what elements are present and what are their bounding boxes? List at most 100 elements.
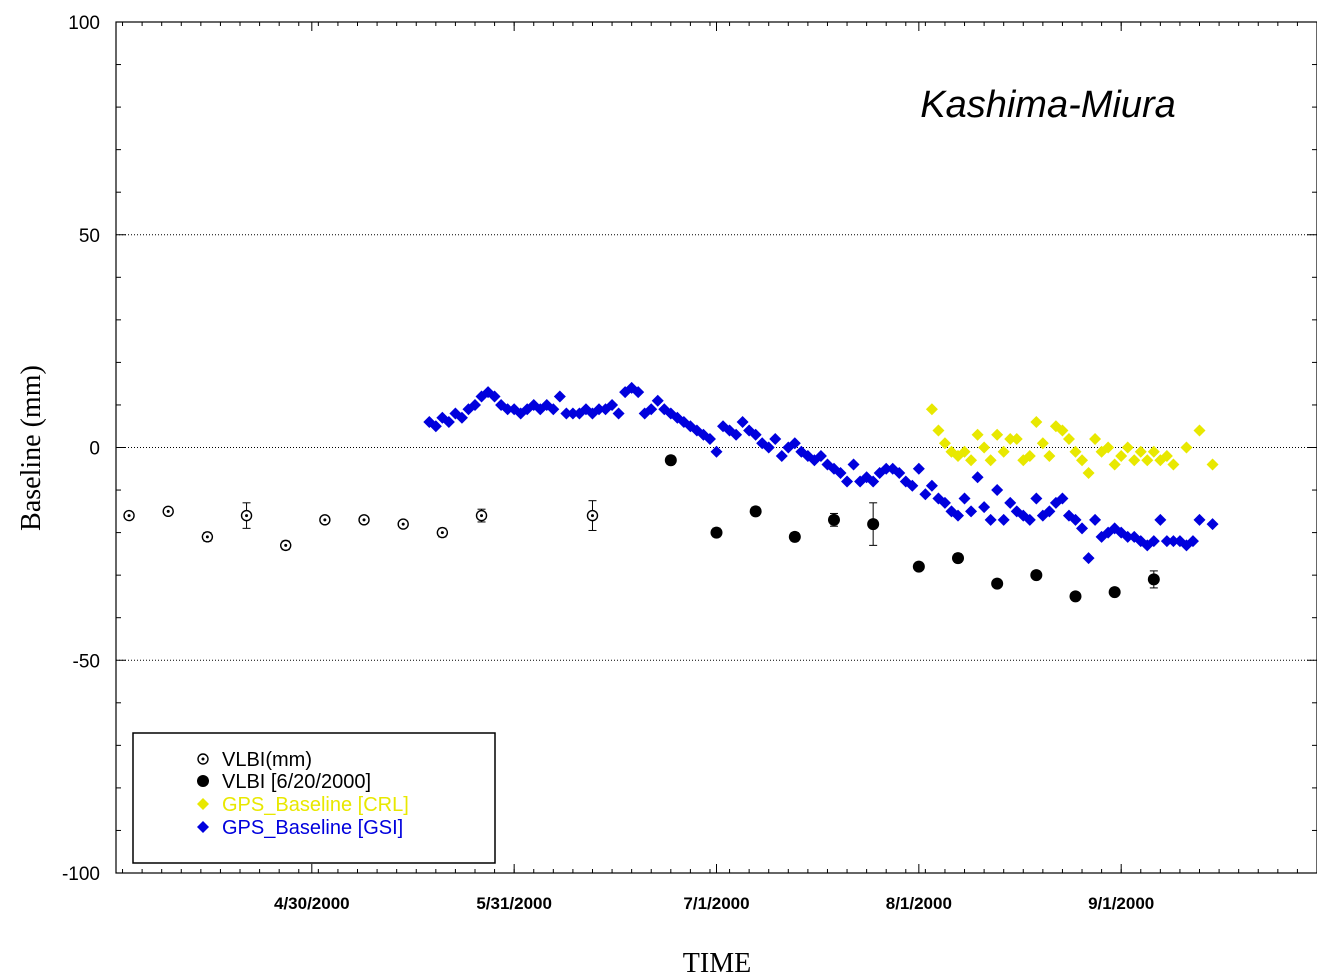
data-point xyxy=(952,552,965,565)
data-point xyxy=(762,441,775,454)
data-point xyxy=(1023,513,1036,526)
data-point-dot xyxy=(323,518,327,522)
data-point xyxy=(1154,513,1167,526)
data-point xyxy=(991,577,1004,590)
data-point xyxy=(1108,458,1121,471)
data-point-dot xyxy=(205,535,209,539)
data-point xyxy=(978,441,991,454)
series-0 xyxy=(123,500,599,552)
series-2 xyxy=(925,403,1219,480)
data-point xyxy=(827,513,840,526)
data-point xyxy=(1193,513,1206,526)
data-point xyxy=(775,450,788,463)
data-point xyxy=(1134,445,1147,458)
data-point xyxy=(1082,467,1095,480)
data-point xyxy=(1206,458,1219,471)
data-point xyxy=(834,467,847,480)
data-point xyxy=(1062,432,1075,445)
data-point xyxy=(971,471,984,484)
data-point xyxy=(978,501,991,514)
data-point xyxy=(1089,432,1102,445)
chart-title: Kashima-Miura xyxy=(920,84,1176,126)
x-tick-label: 9/1/2000 xyxy=(1088,894,1154,913)
data-point xyxy=(606,398,619,411)
data-point xyxy=(1115,450,1128,463)
data-point xyxy=(997,513,1010,526)
data-point xyxy=(938,496,951,509)
data-point xyxy=(1108,586,1121,599)
data-point xyxy=(788,530,801,543)
legend-label-gps-crl: GPS_Baseline [CRL] xyxy=(222,794,409,816)
data-point xyxy=(1167,535,1180,548)
data-point xyxy=(566,407,579,420)
data-point xyxy=(1160,535,1173,548)
data-point xyxy=(1167,458,1180,471)
legend-label-gps-gsi: GPS_Baseline [GSI] xyxy=(222,817,403,839)
data-point xyxy=(1102,441,1115,454)
data-point xyxy=(645,403,658,416)
data-series xyxy=(123,381,1219,603)
data-point xyxy=(788,437,801,450)
data-point xyxy=(1069,445,1082,458)
data-point xyxy=(1082,552,1095,565)
data-point xyxy=(1186,535,1199,548)
legend-marker xyxy=(197,775,209,787)
data-point xyxy=(971,428,984,441)
data-point xyxy=(925,479,938,492)
x-tick-label: 4/30/2000 xyxy=(274,894,350,913)
data-point-dot xyxy=(127,514,131,518)
data-point xyxy=(1160,450,1173,463)
data-point xyxy=(664,454,677,467)
data-point xyxy=(749,505,762,518)
y-tick-label: -100 xyxy=(62,864,100,885)
data-point xyxy=(1036,437,1049,450)
data-point xyxy=(1121,530,1134,543)
data-point-dot xyxy=(166,509,170,513)
data-point xyxy=(1076,454,1089,467)
legend-label-vlbi-6-20: VLBI [6/20/2000] xyxy=(222,771,371,793)
data-point xyxy=(769,432,782,445)
data-point xyxy=(867,475,880,488)
data-point xyxy=(547,403,560,416)
data-point xyxy=(501,403,514,416)
data-point xyxy=(560,407,573,420)
data-point xyxy=(814,450,827,463)
data-point xyxy=(1043,505,1056,518)
x-tick-label: 8/1/2000 xyxy=(886,894,952,913)
data-point xyxy=(1147,535,1160,548)
data-point xyxy=(952,509,965,522)
data-point-dot xyxy=(480,514,484,518)
data-point xyxy=(867,518,880,531)
data-point xyxy=(965,505,978,518)
data-point xyxy=(593,403,606,416)
data-point xyxy=(710,526,723,539)
data-point xyxy=(1010,432,1023,445)
legend-label-vlbi: VLBI(mm) xyxy=(222,749,312,771)
legend-marker xyxy=(197,821,209,833)
data-point xyxy=(1069,513,1082,526)
data-point xyxy=(958,492,971,505)
data-point xyxy=(1030,569,1043,582)
data-point xyxy=(991,484,1004,497)
data-point xyxy=(965,454,978,467)
legend-marker-dot xyxy=(201,757,205,761)
data-point xyxy=(1017,509,1030,522)
data-point xyxy=(1180,441,1193,454)
data-point xyxy=(1023,450,1036,463)
data-point xyxy=(1147,445,1160,458)
data-point xyxy=(632,386,645,399)
data-point xyxy=(958,445,971,458)
y-axis-title: Baseline (mm) xyxy=(16,365,47,531)
data-point xyxy=(703,432,716,445)
data-point-dot xyxy=(284,543,288,547)
data-point xyxy=(893,467,906,480)
data-point-dot xyxy=(362,518,366,522)
data-point xyxy=(984,454,997,467)
data-point xyxy=(932,424,945,437)
data-point xyxy=(1017,454,1030,467)
data-point xyxy=(442,415,455,428)
data-point xyxy=(1147,573,1160,586)
data-point xyxy=(880,462,893,475)
x-tick-labels: 4/30/2000 5/31/2000 7/1/2000 8/1/2000 9/1/20… xyxy=(274,894,1154,913)
data-point xyxy=(1089,513,1102,526)
